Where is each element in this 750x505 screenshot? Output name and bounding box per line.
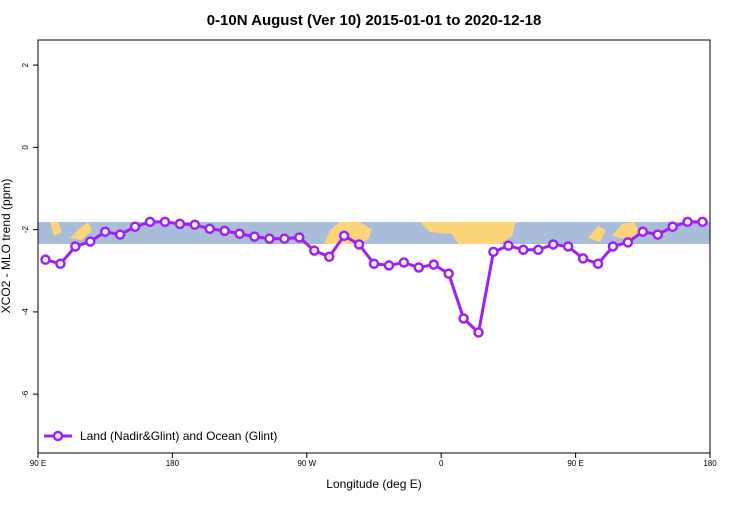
data-point (503, 240, 514, 251)
data-point (85, 236, 96, 247)
data-point (338, 230, 350, 242)
data-point (279, 233, 290, 244)
data-point (652, 229, 663, 240)
data-point (607, 241, 619, 252)
data-point (219, 225, 230, 237)
y-tick-label: -2 (21, 226, 30, 234)
data-point (234, 228, 245, 239)
y-tick-label: -6 (21, 390, 30, 398)
data-point (458, 313, 469, 324)
data-point (667, 221, 678, 233)
legend-item: Land (Nadir&Glint) and Ocean (Glint) (44, 429, 277, 443)
data-point (323, 251, 335, 263)
data-point (622, 237, 634, 248)
y-tick-label: 2 (21, 62, 30, 67)
legend-marker (52, 430, 64, 442)
data-point (189, 219, 201, 230)
data-point (114, 229, 126, 240)
chart-title: 0-10N August (Ver 10) 2015-01-01 to 2020… (207, 12, 542, 29)
data-point (99, 226, 111, 237)
x-tick-label: 90 E (567, 459, 583, 468)
data-point (637, 226, 649, 237)
x-tick-label: 90 E (30, 459, 46, 468)
data-point (562, 241, 574, 252)
data-point (473, 327, 484, 338)
data-point (697, 216, 708, 228)
x-tick-label: 0 (439, 459, 444, 468)
y-tick-label: -4 (21, 308, 30, 316)
y-axis-title: XCO2 - MLO trend (ppm) (0, 179, 13, 314)
data-point (204, 223, 215, 235)
data-point (129, 221, 141, 233)
data-point (682, 216, 693, 228)
data-point (40, 254, 51, 265)
data-point (383, 260, 395, 271)
data-point (174, 218, 186, 230)
data-point (144, 216, 156, 228)
data-point (264, 233, 275, 244)
data-point (294, 232, 305, 243)
data-point (368, 258, 380, 270)
data-point (55, 258, 66, 270)
plot-frame (37, 39, 711, 454)
data-point (547, 239, 559, 250)
data-point (159, 216, 171, 228)
data-point (533, 244, 544, 256)
data-point (577, 253, 589, 264)
x-tick-label: 90 W (297, 459, 316, 468)
data-point (309, 245, 320, 256)
data-point (249, 231, 260, 242)
data-point (413, 262, 425, 273)
data-point (443, 268, 454, 279)
x-axis-title: Longitude (deg E) (326, 477, 421, 491)
legend-label: Land (Nadir&Glint) and Ocean (Glint) (80, 429, 277, 443)
data-point (70, 241, 81, 252)
data-point (592, 258, 604, 270)
data-point (398, 257, 410, 268)
data-point (353, 239, 365, 250)
x-tick-label: 180 (166, 459, 180, 468)
data-point (488, 246, 499, 258)
y-tick-label: 0 (21, 145, 30, 150)
data-point (428, 259, 439, 270)
data-point (518, 244, 529, 256)
x-tick-label: 180 (703, 459, 717, 468)
